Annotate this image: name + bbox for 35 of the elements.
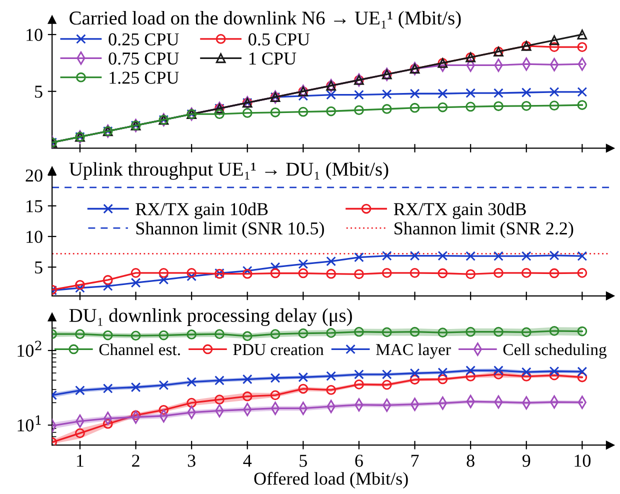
y-tick-label: 10$^{2}$	[18, 340, 42, 357]
x-tick-label: 5	[300, 454, 307, 467]
x-tick-label: 3	[188, 454, 196, 467]
legend-label: 0.75 CPU	[108, 52, 179, 65]
x-tick-label: 6	[355, 454, 363, 467]
y-tick-label: 10$^{1}$	[18, 415, 41, 432]
x-axis-title: Offered load (Mbit/s)	[254, 472, 408, 488]
x-tick-label: 9	[522, 454, 530, 467]
legend-label: Channel est.	[99, 343, 180, 356]
legend-label: PDU creation	[233, 344, 324, 356]
x-tick-label: 10	[574, 454, 591, 467]
legend-label: MAC layer	[376, 343, 451, 359]
y-tick-label: 5	[35, 86, 42, 98]
chart-title: DU₁ downlink processing delay (μs)	[69, 308, 352, 326]
x-tick-label: 2	[132, 454, 140, 467]
chart-title: Carried load on the downlink N6 → UE₁¹ (Mbit/s)	[70, 10, 461, 29]
legend-label: RX/TX gain 10dB	[136, 202, 268, 219]
x-tick-label: 7	[411, 454, 419, 467]
legend-label: Shannon limit (SNR 2.2)	[394, 222, 574, 238]
y-tick-label: 15	[26, 200, 42, 212]
x-tick-label: 4	[243, 454, 252, 467]
legend-label: 0.25 CPU	[108, 33, 179, 46]
legend-label: Cell scheduling	[503, 343, 607, 359]
x-tick-label: 1	[77, 454, 84, 467]
y-tick-label: 5	[35, 262, 42, 274]
x-tick-label: 8	[466, 454, 474, 467]
y-tick-label: 20	[26, 169, 42, 182]
y-tick-label: 10	[26, 230, 42, 243]
legend-label: Shannon limit (SNR 10.5)	[136, 222, 324, 238]
y-tick-label: 10	[26, 28, 42, 41]
legend-label: RX/TX gain 30dB	[394, 202, 526, 219]
legend-label: 1.25 CPU	[110, 72, 179, 84]
legend-label: 1 CPU	[249, 52, 296, 65]
chart-title: Uplink throughput UE₁¹ → DU₁ (Mbit/s)	[69, 162, 388, 180]
legend-label: 0.5 CPU	[248, 33, 310, 46]
